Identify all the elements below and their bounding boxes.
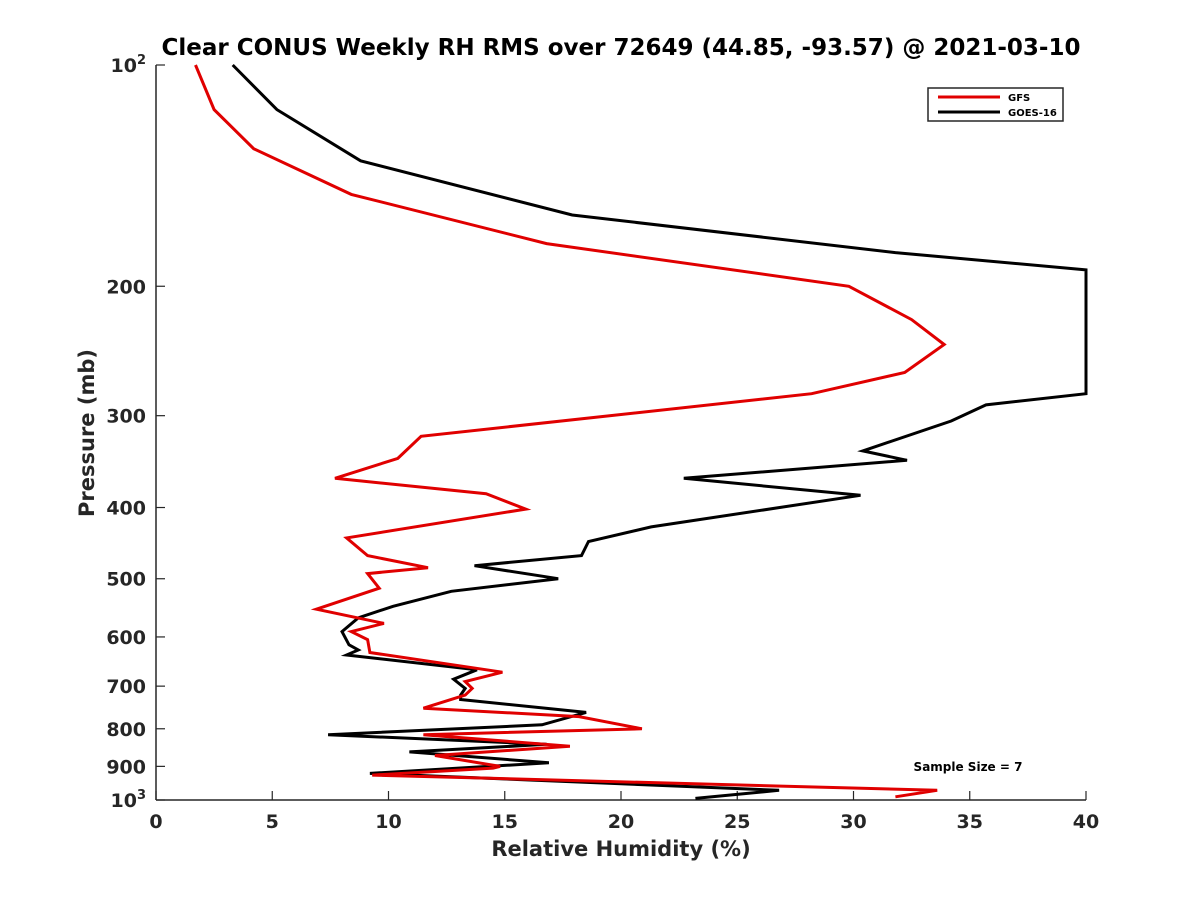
y-tick-label: 400	[106, 498, 146, 520]
series-line-goes-16	[231, 63, 1088, 800]
x-tick-label: 0	[149, 811, 162, 833]
x-tick-label: 40	[1073, 811, 1099, 833]
y-tick-label: 900	[106, 756, 146, 778]
chart-title: Clear CONUS Weekly RH RMS over 72649 (44…	[162, 35, 1081, 61]
y-tick-label: 800	[106, 719, 146, 741]
y-tick-exponent: 2	[137, 53, 146, 68]
series-layer	[194, 63, 1088, 800]
x-tick-label: 5	[266, 811, 279, 833]
x-tick-label: 25	[724, 811, 750, 833]
sample-size-annotation: Sample Size = 7	[914, 760, 1023, 774]
legend: GFS GOES-16	[927, 87, 1064, 122]
x-tick-label: 35	[957, 811, 983, 833]
x-tick-label: 30	[840, 811, 866, 833]
y-tick-label: 200	[106, 276, 146, 298]
y-tick-label: 700	[106, 676, 146, 698]
y-tick-label: 600	[106, 627, 146, 649]
x-tick-label: 10	[375, 811, 401, 833]
series-line-gfs	[194, 64, 947, 799]
x-tick-label: 15	[492, 811, 518, 833]
y-axis-label: Pressure (mb)	[75, 349, 99, 517]
x-axis-label: Relative Humidity (%)	[491, 837, 750, 861]
y-tick-exponent: 3	[137, 788, 146, 803]
y-tick-label: 300	[106, 406, 146, 428]
legend-label-gfs: GFS	[1008, 93, 1030, 104]
plot-axes: 0 5 10 15 20 25 30 35 40102200300400500600700800…	[106, 53, 1099, 833]
y-tick-label: 500	[106, 569, 146, 591]
legend-label-goes-16: GOES-16	[1008, 108, 1057, 119]
legend-box	[927, 87, 1064, 122]
x-tick-label: 20	[608, 811, 634, 833]
